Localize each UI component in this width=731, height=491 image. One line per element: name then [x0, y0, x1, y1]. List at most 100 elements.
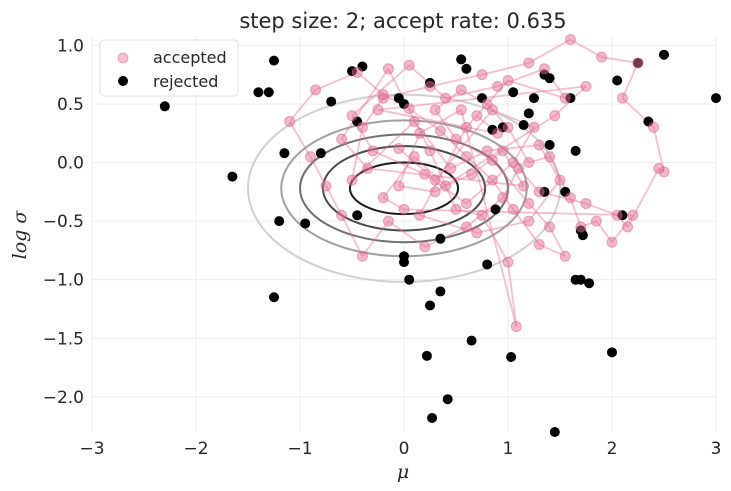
accepted-point [445, 162, 457, 174]
trace-segment [367, 167, 524, 187]
rejected-point [482, 259, 493, 270]
trace-segment [340, 214, 364, 257]
accepted-point [377, 89, 389, 101]
rejected-point [575, 274, 586, 285]
accepted-point [460, 151, 472, 163]
accepted-point [460, 198, 472, 210]
rejected-point [518, 120, 529, 131]
accepted-point [616, 92, 628, 104]
accepted-point [336, 133, 348, 145]
accepted-point [434, 125, 446, 137]
accepted-point [559, 250, 571, 262]
trace-segment [309, 156, 327, 187]
contour-level-3 [299, 133, 509, 244]
accepted-point [492, 127, 504, 139]
accepted-point [398, 203, 410, 215]
y-tick-label: −2.0 [43, 388, 84, 408]
accepted-point [564, 34, 576, 46]
trace-segment [408, 107, 441, 132]
y-tick-label: 0.5 [57, 95, 84, 115]
accepted-point [356, 121, 368, 133]
rejected-point [300, 218, 311, 229]
rejected-point [425, 300, 435, 311]
accepted-point [356, 250, 368, 262]
trace-segment [372, 149, 426, 176]
trace-segment [621, 62, 639, 99]
accepted-point [429, 104, 441, 116]
rejected-point [466, 335, 477, 346]
accepted-point [304, 151, 316, 163]
trace-segment [481, 62, 530, 76]
trace-segment [460, 109, 518, 327]
rejected-point [442, 394, 453, 405]
rejected-point [326, 96, 337, 107]
accepted-point [403, 103, 415, 115]
accepted-point [460, 121, 472, 133]
accepted-point [393, 142, 405, 154]
accepted-point [377, 192, 389, 204]
trace-segment [491, 159, 530, 205]
accepted-point [403, 59, 415, 71]
y-tick-label: 0.0 [57, 154, 84, 174]
rejected-point [544, 139, 555, 150]
rejected-point [456, 54, 467, 65]
trace-segment [538, 144, 561, 181]
accepted-point [497, 192, 509, 204]
legend: accepted rejected [99, 39, 239, 97]
accepted-point [559, 92, 571, 104]
rejected-point [490, 204, 501, 215]
y-tick-label: −1.0 [43, 271, 84, 291]
rejected-point [607, 347, 617, 358]
accepted-point [471, 110, 483, 122]
legend-accepted-marker [117, 52, 129, 64]
rejected-point [659, 49, 669, 60]
rejected-point [404, 274, 415, 285]
accepted-point [481, 145, 493, 157]
rejected-point [263, 87, 274, 98]
legend-box [99, 39, 239, 97]
rejected-point [435, 233, 446, 244]
accepted-point [419, 168, 431, 180]
trace-path [288, 38, 665, 327]
rejected-point [269, 292, 279, 303]
accepted-point [533, 186, 545, 198]
trace-segment [419, 109, 462, 135]
rejected-point [253, 87, 264, 98]
chart-title: step size: 2; accept rate: 0.635 [239, 9, 566, 33]
x-tick-label: −1 [287, 439, 312, 459]
rejected-point [159, 101, 170, 112]
trace-segment [340, 138, 369, 169]
rejected-point [435, 286, 446, 297]
trace-segment [429, 73, 483, 88]
accepted-point [523, 57, 535, 69]
rejected-point [315, 148, 326, 159]
accepted-point [440, 92, 452, 104]
accepted-point [596, 51, 608, 63]
trace-segment [361, 220, 390, 257]
rejected-point [274, 216, 285, 227]
legend-accepted-label: accepted [153, 48, 227, 67]
rejected-point [461, 63, 472, 74]
rejected-point [269, 55, 279, 66]
trace-segment [481, 214, 509, 263]
accepted-point [564, 192, 576, 204]
contour-lines [247, 93, 561, 284]
accepted-point [627, 209, 639, 221]
trace-segment [398, 185, 436, 193]
tick-labels: −3 −2 −1 0 1 2 3 1.0 0.5 0.0 −0.5 −1.0 −1.5 −2.0 [43, 36, 722, 459]
accepted-point [382, 63, 394, 75]
accepted-point [523, 215, 535, 227]
accepted-point [310, 84, 322, 96]
trace-segment [403, 208, 633, 217]
trace-segment [387, 220, 426, 248]
trace-segment [528, 179, 561, 222]
accepted-point [653, 162, 665, 174]
trace-segment [487, 144, 540, 152]
accepted-point [424, 145, 436, 157]
accepted-point [460, 221, 472, 233]
trace-segment [502, 167, 520, 199]
trace-segment [377, 108, 498, 135]
data-points [159, 34, 721, 437]
rejected-point [279, 148, 290, 159]
accepted-point [346, 110, 358, 122]
